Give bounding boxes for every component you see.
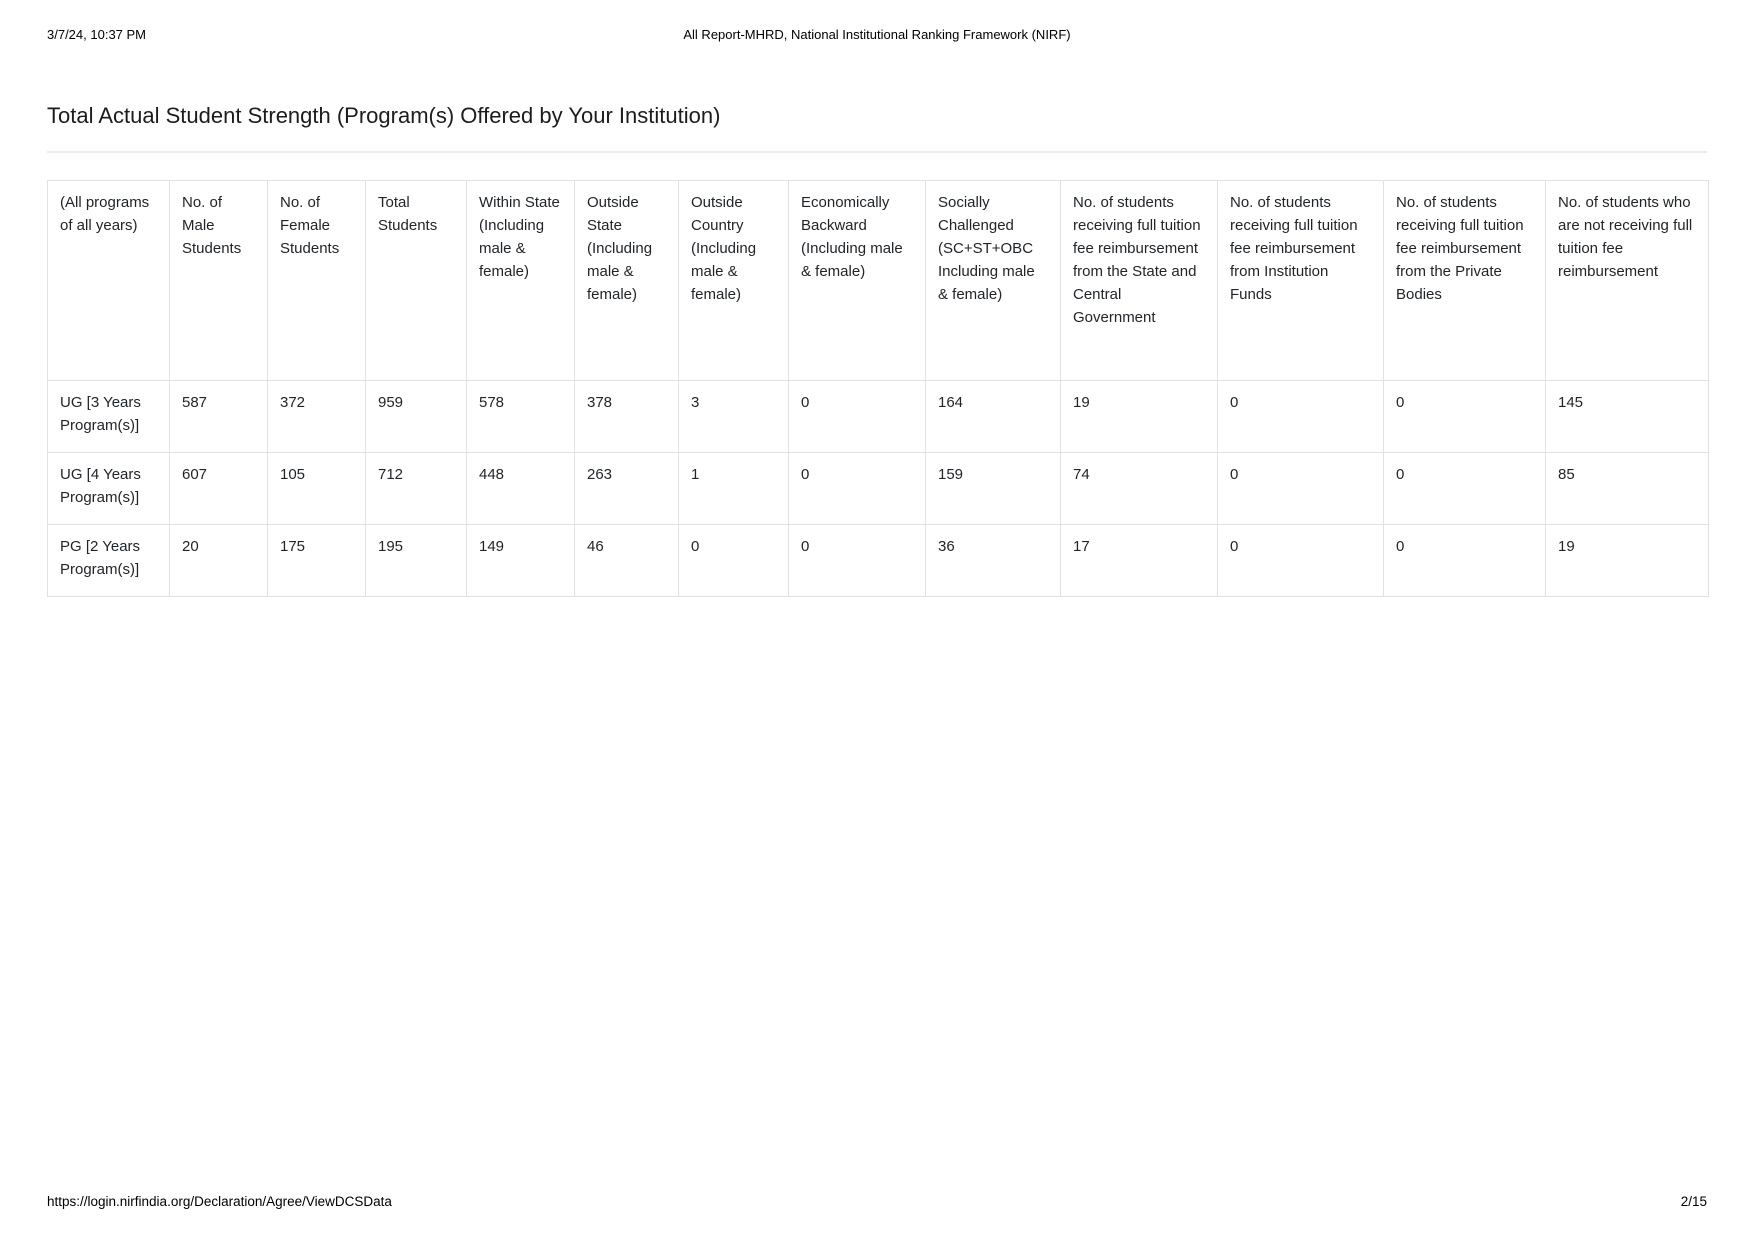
cell-reimb-state-central: 19 xyxy=(1060,380,1218,453)
cell-male: 20 xyxy=(169,524,268,597)
cell-outside-country: 0 xyxy=(678,524,789,597)
cell-economically-backward: 0 xyxy=(788,380,926,453)
cell-outside-state: 46 xyxy=(574,524,679,597)
cell-socially-challenged: 159 xyxy=(925,452,1061,525)
row-label: UG [3 Years Program(s)] xyxy=(47,380,170,453)
cell-reimb-institution: 0 xyxy=(1217,380,1384,453)
cell-male: 607 xyxy=(169,452,268,525)
cell-economically-backward: 0 xyxy=(788,452,926,525)
column-header-programs: (All programs of all years) xyxy=(47,180,170,381)
column-header-outside-country: Outside Country (Including male & female… xyxy=(678,180,789,381)
page-number: 2/15 xyxy=(1680,1194,1707,1209)
cell-outside-state: 263 xyxy=(574,452,679,525)
student-strength-table: (All programs of all years) No. of Male … xyxy=(47,180,1709,597)
cell-socially-challenged: 164 xyxy=(925,380,1061,453)
cell-economically-backward: 0 xyxy=(788,524,926,597)
footer-url: https://login.nirfindia.org/Declaration/… xyxy=(47,1194,392,1209)
cell-reimb-private: 0 xyxy=(1383,380,1546,453)
column-header-reimb-private: No. of students receiving full tuition f… xyxy=(1383,180,1546,381)
column-header-economically-backward: Economically Backward (Including male & … xyxy=(788,180,926,381)
cell-within-state: 448 xyxy=(466,452,575,525)
print-header: 3/7/24, 10:37 PM All Report-MHRD, Nation… xyxy=(0,27,1754,42)
column-header-total: Total Students xyxy=(365,180,467,381)
page-title: Total Actual Student Strength (Program(s… xyxy=(47,103,721,128)
cell-female: 105 xyxy=(267,452,366,525)
cell-reimb-state-central: 17 xyxy=(1060,524,1218,597)
print-footer: https://login.nirfindia.org/Declaration/… xyxy=(47,1194,1707,1209)
cell-total: 959 xyxy=(365,380,467,453)
cell-reimb-state-central: 74 xyxy=(1060,452,1218,525)
column-header-socially-challenged: Socially Challenged (SC+ST+OBC Including… xyxy=(925,180,1061,381)
cell-total: 712 xyxy=(365,452,467,525)
cell-within-state: 149 xyxy=(466,524,575,597)
column-header-male: No. of Male Students xyxy=(169,180,268,381)
column-header-female: No. of Female Students xyxy=(267,180,366,381)
row-label: PG [2 Years Program(s)] xyxy=(47,524,170,597)
row-label: UG [4 Years Program(s)] xyxy=(47,452,170,525)
cell-no-reimb: 145 xyxy=(1545,380,1709,453)
cell-outside-state: 378 xyxy=(574,380,679,453)
title-divider xyxy=(47,151,1707,153)
column-header-reimb-state-central: No. of students receiving full tuition f… xyxy=(1060,180,1218,381)
cell-no-reimb: 85 xyxy=(1545,452,1709,525)
cell-socially-challenged: 36 xyxy=(925,524,1061,597)
table-row: PG [2 Years Program(s)] 20 175 195 149 4… xyxy=(47,524,1709,597)
cell-female: 372 xyxy=(267,380,366,453)
column-header-within-state: Within State (Including male & female) xyxy=(466,180,575,381)
column-header-reimb-institution: No. of students receiving full tuition f… xyxy=(1217,180,1384,381)
table-row: UG [4 Years Program(s)] 607 105 712 448 … xyxy=(47,452,1709,525)
column-header-outside-state: Outside State (Including male & female) xyxy=(574,180,679,381)
cell-reimb-institution: 0 xyxy=(1217,452,1384,525)
cell-male: 587 xyxy=(169,380,268,453)
table-row: UG [3 Years Program(s)] 587 372 959 578 … xyxy=(47,380,1709,453)
cell-total: 195 xyxy=(365,524,467,597)
header-row: (All programs of all years) No. of Male … xyxy=(47,180,1709,381)
cell-reimb-private: 0 xyxy=(1383,452,1546,525)
print-date: 3/7/24, 10:37 PM xyxy=(47,27,147,42)
cell-female: 175 xyxy=(267,524,366,597)
cell-reimb-private: 0 xyxy=(1383,524,1546,597)
cell-no-reimb: 19 xyxy=(1545,524,1709,597)
cell-within-state: 578 xyxy=(466,380,575,453)
cell-outside-country: 1 xyxy=(678,452,789,525)
report-header-title: All Report-MHRD, National Institutional … xyxy=(683,27,1071,42)
column-header-no-reimb: No. of students who are not receiving fu… xyxy=(1545,180,1709,381)
cell-outside-country: 3 xyxy=(678,380,789,453)
cell-reimb-institution: 0 xyxy=(1217,524,1384,597)
